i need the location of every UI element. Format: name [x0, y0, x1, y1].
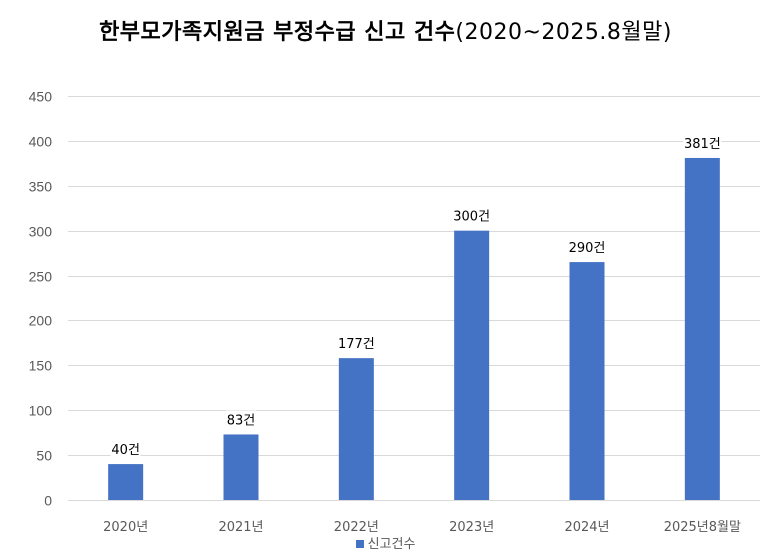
data-labels: 40건 83건 177건 300건 290건 381건 — [110, 133, 722, 459]
bar — [454, 230, 490, 500]
x-tick-label: 2022년 — [334, 520, 379, 535]
chart-title: 한부모가족지원금 부정수급 신고 건수(2020~2025.8월말) — [0, 14, 771, 46]
y-tick-label: 350 — [29, 179, 53, 195]
data-label-background — [226, 410, 256, 429]
legend-swatch — [355, 539, 364, 548]
y-tick-label: 0 — [44, 493, 52, 509]
y-axis-tick-labels: 0 50 100 150 200 250 300 350 400 450 — [29, 89, 53, 509]
y-tick-label: 150 — [29, 358, 53, 374]
y-tick-label: 200 — [29, 313, 53, 329]
y-tick-label: 450 — [29, 89, 53, 105]
x-tick-label: 2023년 — [449, 520, 494, 535]
y-tick-label: 400 — [29, 134, 53, 150]
data-label-background — [568, 238, 606, 257]
data-label: 177건 — [338, 337, 375, 352]
data-label-background — [337, 334, 376, 353]
bar — [684, 157, 720, 501]
gridlines — [68, 96, 760, 501]
chart-title-main: 한부모가족지원금 부정수급 신고 건수 — [99, 20, 456, 45]
bar — [338, 358, 374, 500]
x-axis-tick-labels: 2020년 2021년 2022년 2023년 2024년 2025년8월말 — [103, 520, 741, 535]
x-tick-label: 2020년 — [103, 520, 148, 535]
legend-label: 신고건수 — [367, 537, 416, 552]
y-tick-label: 250 — [29, 269, 53, 285]
x-tick-label: 2025년8월말 — [664, 520, 741, 535]
x-tick-label: 2021년 — [218, 520, 263, 535]
y-tick-label: 300 — [29, 224, 53, 240]
x-tick-label: 2024년 — [564, 520, 609, 535]
data-label: 40건 — [111, 443, 140, 458]
data-label-background — [452, 206, 491, 225]
bar-series — [108, 157, 720, 501]
bar — [108, 464, 144, 500]
chart-title-suffix: (2020~2025.8월말) — [455, 20, 672, 45]
data-label: 381건 — [684, 137, 721, 152]
data-label: 300건 — [453, 210, 490, 225]
y-tick-label: 100 — [29, 403, 53, 419]
legend: 신고건수 — [0, 537, 771, 553]
bar — [569, 262, 605, 500]
data-label-background — [110, 440, 141, 459]
data-label: 83건 — [227, 413, 256, 428]
y-tick-label: 50 — [36, 448, 52, 464]
bar — [223, 434, 259, 500]
data-label: 290건 — [569, 241, 606, 256]
data-label-background — [683, 133, 722, 152]
